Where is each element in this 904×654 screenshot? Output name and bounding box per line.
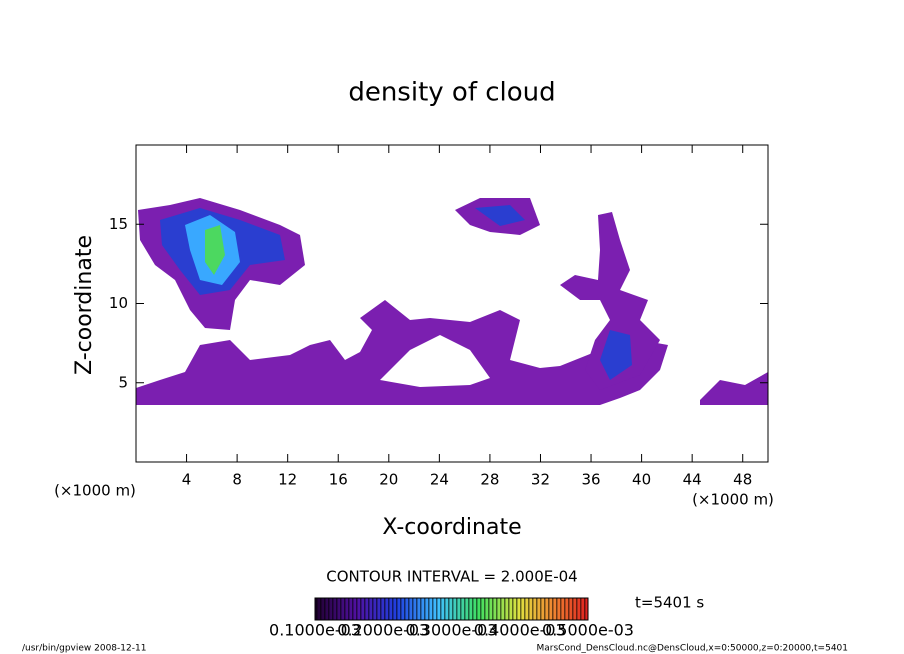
x-tick-label: 12 [278,471,297,489]
colorbar-tick-label: 0.3000e-03 [406,621,498,640]
x-tick-label: 16 [329,471,348,489]
y-tick-label: 5 [118,373,128,391]
colorbar-tick-label: 0.4000e-03 [474,621,566,640]
colorbar-tick-label: 0.5000e-03 [542,621,634,640]
footer-left: /usr/bin/gpview 2008-12-11 [22,644,146,654]
chart-title: density of cloud [348,78,555,108]
y-axis-label: Z-coordinate [72,235,97,375]
cloud-field [136,198,768,405]
x-unit: (×1000 m) [692,491,774,509]
x-unit: (×1000 m) [54,482,136,500]
x-tick-label: 20 [379,471,398,489]
x-tick-label: 44 [683,471,702,489]
y-tick-label: 15 [109,215,128,233]
x-tick-label: 32 [531,471,550,489]
x-axis-label: X-coordinate [382,515,521,540]
footer-right: MarsCond_DensCloud.nc@DensCloud,x=0:5000… [537,644,849,654]
x-tick-label: 40 [632,471,651,489]
x-tick-label: 28 [480,471,499,489]
colorbar-tick-label: 0.1000e-03 [269,621,361,640]
x-tick-label: 24 [430,471,449,489]
time-label: t=5401 s [635,594,704,612]
x-tick-label: 4 [182,471,192,489]
x-tick-label: 48 [733,471,752,489]
x-tick-label: 8 [232,471,242,489]
x-tick-label: 36 [581,471,600,489]
colorbar-tick-label: 0.2000e-03 [337,621,429,640]
colorbar-frame [314,597,589,621]
y-tick-label: 10 [109,294,128,312]
contour-interval: CONTOUR INTERVAL = 2.000E-04 [326,568,577,586]
